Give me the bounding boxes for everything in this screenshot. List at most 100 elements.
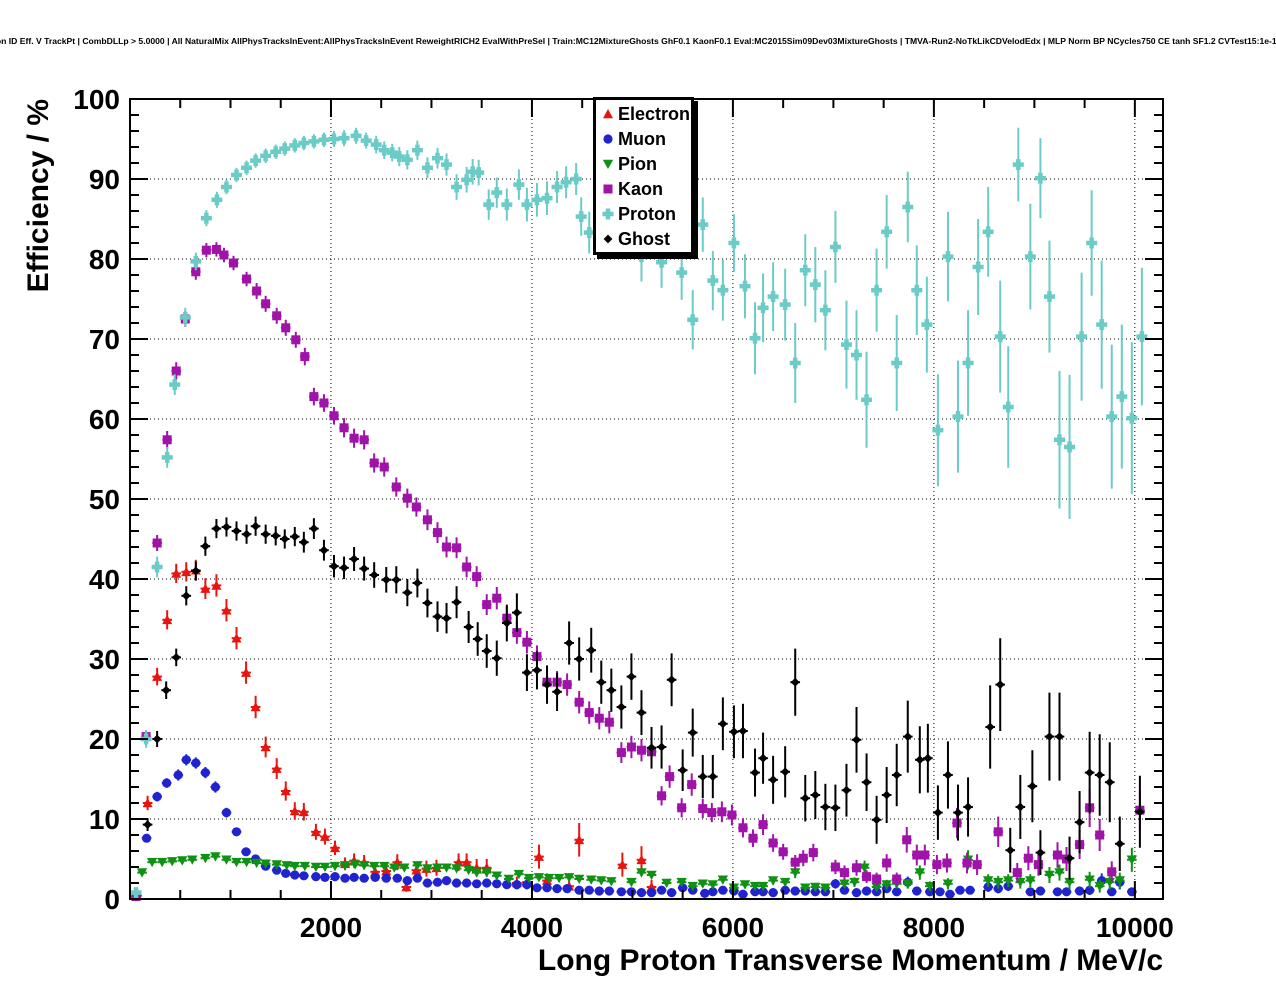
marker-circle <box>482 878 492 888</box>
y-axis-title: Efficiency / % <box>22 99 55 292</box>
marker-circle <box>708 887 718 897</box>
marker-square <box>808 848 818 858</box>
marker-triangle-up <box>211 580 222 590</box>
marker-square <box>201 245 211 255</box>
marker-triangle-up <box>401 882 412 892</box>
marker-square <box>594 713 604 723</box>
marker-triangle-down <box>697 879 708 889</box>
marker-triangle-down <box>982 876 994 886</box>
marker-diamond <box>882 790 892 800</box>
marker-triangle-down <box>503 874 515 884</box>
marker-square <box>402 493 412 503</box>
marker-diamond <box>251 521 261 531</box>
marker-triangle-down <box>187 855 198 865</box>
legend-label: Electron <box>618 103 691 124</box>
marker-diamond <box>1005 845 1015 855</box>
marker-triangle-down <box>1084 875 1095 885</box>
marker-diamond <box>492 653 502 663</box>
x-tick-label: 4000 <box>501 912 563 943</box>
marker-circle <box>562 884 572 894</box>
marker-circle <box>700 888 710 899</box>
marker-diamond <box>647 743 656 753</box>
series-electron <box>132 559 657 901</box>
marker-triangle-down <box>271 860 282 870</box>
marker-triangle-down <box>1126 855 1138 865</box>
marker-circle <box>412 873 422 883</box>
marker-triangle-down <box>790 868 801 878</box>
legend-label: Pion <box>618 153 657 174</box>
marker-diamond <box>349 554 359 564</box>
legend-item-pion: Pion <box>598 152 691 176</box>
marker-circle <box>892 887 902 897</box>
marker-triangle-down <box>451 864 462 874</box>
marker-circle <box>349 872 359 883</box>
marker-diamond <box>738 726 748 736</box>
marker-circle <box>152 792 162 802</box>
marker-circle <box>768 888 778 898</box>
marker-triangle-down <box>871 882 882 892</box>
marker-diamond <box>200 541 210 551</box>
marker-circle <box>925 887 935 897</box>
proton-marker-icon <box>602 208 614 219</box>
marker-diamond <box>242 529 251 539</box>
marker-square <box>391 482 401 492</box>
marker-triangle-up <box>453 857 464 867</box>
data-points-layer <box>130 127 1148 901</box>
marker-triangle-down <box>167 857 178 867</box>
x-tick-label: 6000 <box>702 912 764 943</box>
marker-diamond <box>261 529 271 539</box>
marker-square <box>872 874 882 884</box>
marker-square <box>798 853 808 863</box>
marker-square <box>319 398 329 408</box>
marker-square <box>291 335 301 345</box>
y-tick-label: 20 <box>89 724 120 755</box>
marker-triangle-down <box>231 857 242 868</box>
marker-triangle-up <box>200 583 211 593</box>
marker-circle <box>1025 887 1035 897</box>
marker-triangle-down <box>676 877 687 888</box>
marker-diamond <box>606 685 616 695</box>
marker-triangle-down <box>156 857 168 868</box>
series-kaon <box>131 242 1145 901</box>
marker-triangle-down <box>310 862 322 872</box>
marker-diamond <box>627 672 636 681</box>
marker-diamond <box>872 815 882 825</box>
marker-triangle-up <box>241 667 252 677</box>
marker-triangle-down <box>329 861 341 872</box>
marker-diamond <box>780 767 790 777</box>
marker-circle <box>839 885 850 895</box>
marker-diamond <box>309 524 319 533</box>
marker-square <box>1033 860 1043 870</box>
y-tick-label: 40 <box>89 564 120 595</box>
marker-diamond <box>1085 768 1095 777</box>
marker-circle <box>492 879 502 889</box>
marker-triangle-down <box>399 863 410 873</box>
marker-triangle-down <box>1044 870 1055 880</box>
marker-triangle-down <box>412 861 423 871</box>
marker-diamond <box>616 702 626 712</box>
marker-triangle-up <box>152 671 163 681</box>
marker-triangle-down <box>136 868 148 878</box>
marker-diamond <box>502 618 512 628</box>
marker-triangle-down <box>914 868 926 878</box>
marker-square <box>616 748 626 758</box>
marker-square <box>359 435 369 445</box>
marker-triangle-down <box>251 858 262 868</box>
marker-triangle-down <box>1054 868 1065 878</box>
marker-circle <box>311 872 321 882</box>
legend-box: Electron Muon Pion Kaon Proton Ghost <box>593 97 694 255</box>
marker-diamond <box>842 785 851 795</box>
marker-diamond <box>995 680 1005 689</box>
marker-circle <box>636 888 647 898</box>
x-tick-label: 8000 <box>903 912 965 943</box>
marker-triangle-up <box>617 859 628 869</box>
marker-triangle-up <box>260 742 271 752</box>
marker-square <box>522 637 532 647</box>
marker-diamond <box>637 708 646 717</box>
marker-diamond <box>143 820 152 829</box>
marker-circle <box>290 870 300 880</box>
marker-diamond <box>212 524 221 533</box>
marker-circle <box>626 887 637 897</box>
marker-circle <box>422 878 433 888</box>
marker-triangle-down <box>379 861 390 872</box>
